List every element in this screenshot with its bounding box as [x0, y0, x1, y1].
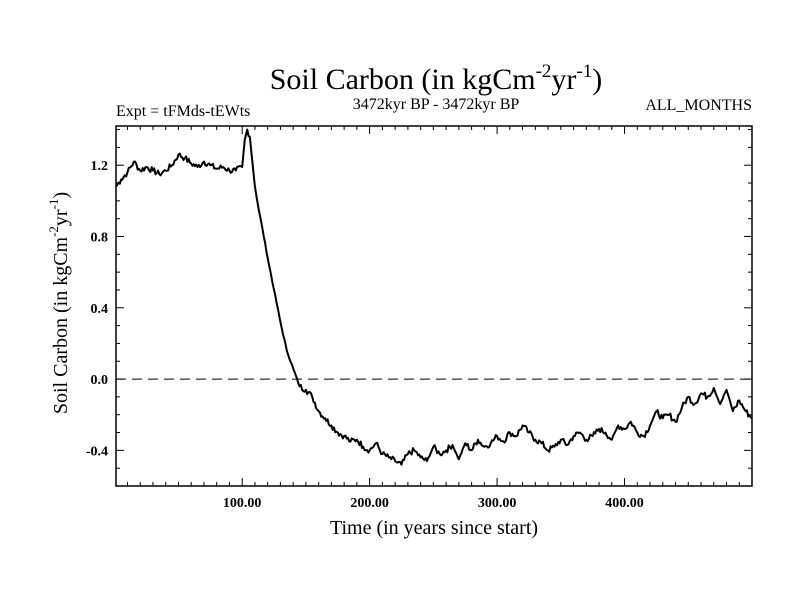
chart-title-close: ): [592, 63, 602, 96]
chart-title-sup1: -2: [536, 61, 552, 82]
chart-title-sup2: -1: [576, 61, 592, 82]
x-tick-label: 200.00: [350, 496, 389, 511]
y-axis-label-sup2: -1: [46, 199, 61, 210]
y-axis-label-mid: yr: [50, 209, 72, 226]
chart-title-mid: yr: [551, 63, 576, 96]
chart-title-main: Soil Carbon (in kgCm: [270, 63, 536, 96]
subtitle-center: 3472kyr BP - 3472kyr BP: [353, 96, 520, 113]
y-tick-label: 0.4: [91, 302, 109, 317]
x-axis-label: Time (in years since start): [330, 517, 538, 539]
y-axis-label-main: Soil Carbon (in kgCm: [50, 236, 72, 414]
y-axis-label: Soil Carbon (in kgCm-2yr-1): [46, 192, 72, 414]
series-line: [115, 128, 753, 466]
y-tick-label: 0.8: [91, 230, 109, 245]
plot-frame: [115, 125, 753, 487]
y-tick-label: -0.4: [86, 444, 108, 459]
y-tick-label: 1.2: [91, 159, 109, 174]
y-tick-label: 0.0: [91, 373, 109, 388]
y-axis-label-sup1: -2: [46, 226, 61, 237]
chart-title: Soil Carbon (in kgCm-2yr-1): [270, 61, 603, 96]
y-axis-label-close: ): [50, 192, 72, 199]
x-tick-label: 400.00: [605, 496, 644, 511]
axis-ticks: [116, 126, 752, 487]
x-tick-label: 300.00: [478, 496, 517, 511]
axis-tick-labels: 100.00 200.00 300.00 400.00 -0.4 0.0 0.4 0.8 1.2: [86, 159, 644, 511]
subtitle-left: Expt = tFMds-tEWts: [116, 103, 250, 120]
subtitle-right: ALL_MONTHS: [645, 97, 752, 114]
x-tick-label: 100.00: [223, 496, 262, 511]
